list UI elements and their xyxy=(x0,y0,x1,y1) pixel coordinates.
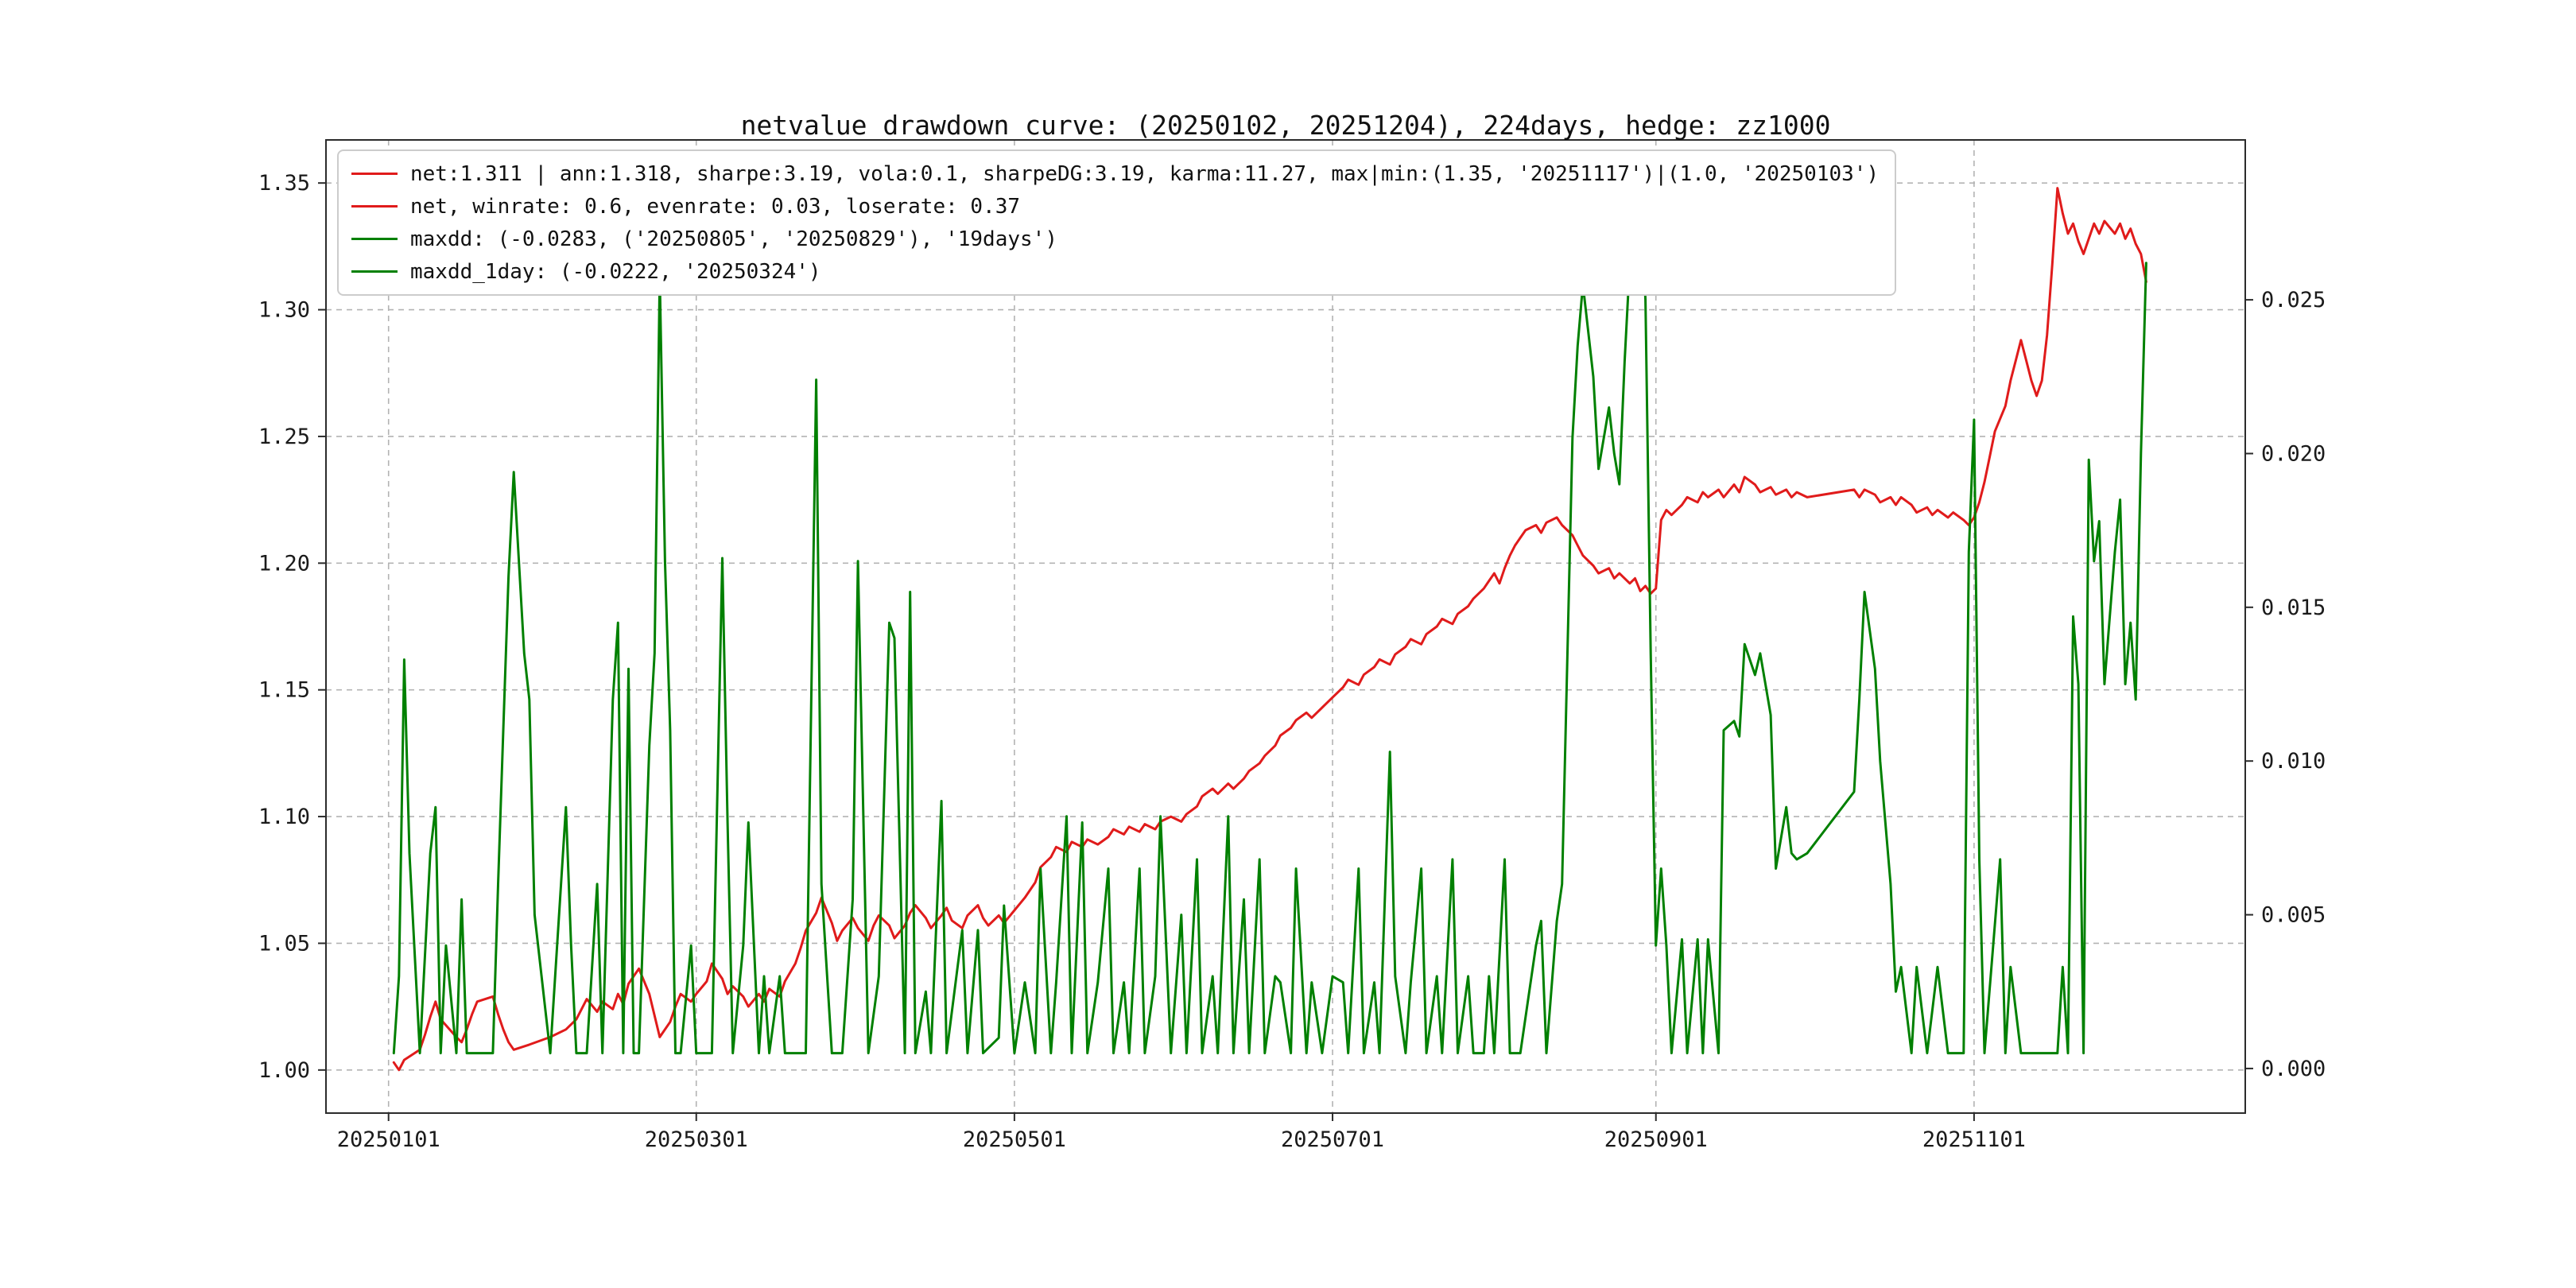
legend-item-label: net:1.311 | ann:1.318, sharpe:3.19, vola… xyxy=(410,161,1880,186)
y-axis-left: 1.00 1.05 1.10 1.15 1.20 1.25 1.30 1.35 xyxy=(258,171,326,1083)
y-right-tick-label: 0.010 xyxy=(2261,749,2326,774)
y-axis-right: 0.000 0.005 0.010 0.015 0.020 0.025 xyxy=(2245,288,2326,1081)
x-axis: 20250101 20250301 20250501 20250701 20250901… xyxy=(337,1113,2026,1152)
x-tick-label: 20250501 xyxy=(963,1127,1066,1152)
legend-item-label: maxdd_1day: (-0.0222, '20250324') xyxy=(410,259,821,284)
y-right-tick-label: 0.015 xyxy=(2261,596,2326,620)
x-tick-label: 20250301 xyxy=(645,1127,748,1152)
y-left-tick-label: 1.05 xyxy=(258,931,310,956)
net-line xyxy=(392,187,2147,1072)
legend-item-label: maxdd: (-0.0283, ('20250805', '20250829'… xyxy=(410,227,1057,251)
legend: net:1.311 | ann:1.318, sharpe:3.19, vola… xyxy=(337,149,1897,296)
y-left-tick-label: 1.15 xyxy=(258,678,310,703)
y-right-tick-label: 0.025 xyxy=(2261,288,2326,312)
net-line-swatch-icon xyxy=(351,205,398,208)
grid-lines xyxy=(326,140,2245,1113)
y-right-tick-label: 0.005 xyxy=(2261,903,2326,928)
y-left-tick-label: 1.00 xyxy=(258,1058,310,1083)
drawdown-line xyxy=(392,197,2147,1055)
y-left-tick-label: 1.35 xyxy=(258,171,310,196)
y-right-tick-label: 0.020 xyxy=(2261,441,2326,466)
legend-item: maxdd: (-0.0283, ('20250805', '20250829'… xyxy=(351,224,1879,254)
drawdown-line-swatch-icon xyxy=(351,270,398,273)
legend-item-label: net, winrate: 0.6, evenrate: 0.03, loser… xyxy=(410,194,1021,219)
y-right-tick-label: 0.000 xyxy=(2261,1057,2326,1081)
y-left-tick-label: 1.10 xyxy=(258,805,310,829)
legend-item: maxdd_1day: (-0.0222, '20250324') xyxy=(351,257,1879,286)
plot-border xyxy=(325,139,2246,1114)
legend-item: net:1.311 | ann:1.318, sharpe:3.19, vola… xyxy=(351,159,1879,188)
chart-title: netvalue drawdown curve: (20250102, 2025… xyxy=(740,110,1831,141)
x-tick-label: 20250101 xyxy=(337,1127,440,1152)
y-left-tick-label: 1.30 xyxy=(258,298,310,323)
y-left-tick-label: 1.20 xyxy=(258,551,310,576)
x-tick-label: 20250701 xyxy=(1281,1127,1384,1152)
x-tick-label: 20251101 xyxy=(1922,1127,2026,1152)
y-left-tick-label: 1.25 xyxy=(258,425,310,449)
legend-item: net, winrate: 0.6, evenrate: 0.03, loser… xyxy=(351,192,1879,221)
drawdown-line-swatch-icon xyxy=(351,238,398,240)
net-line-swatch-icon xyxy=(351,173,398,175)
x-tick-label: 20250901 xyxy=(1604,1127,1708,1152)
